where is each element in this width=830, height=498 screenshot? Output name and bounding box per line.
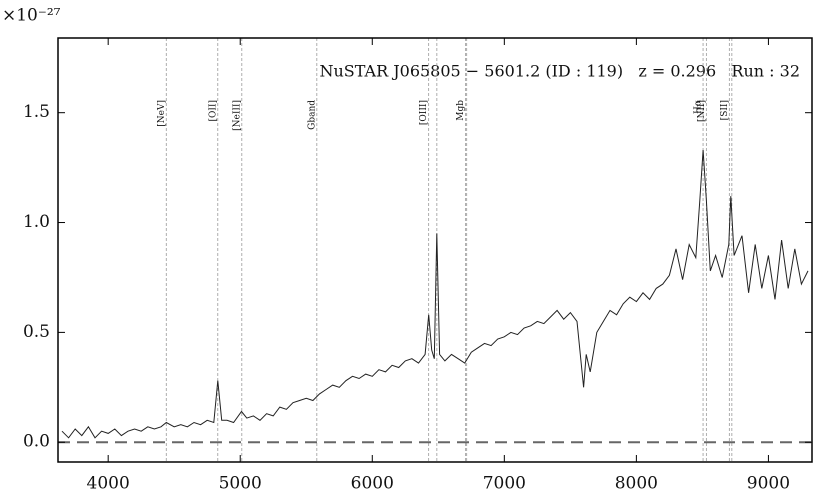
y-tick-label: 1.0 xyxy=(23,212,50,232)
emission-label: [NeV] xyxy=(157,100,167,127)
emission-label: [SII] xyxy=(720,100,730,120)
chart-title: NuSTAR J065805 − 5601.2 (ID : 119) z = 0… xyxy=(319,62,800,81)
emission-label: [NeIII] xyxy=(232,100,242,131)
x-tick-label: 5000 xyxy=(219,474,262,494)
x-tick-label: 4000 xyxy=(87,474,130,494)
y-tick-label: 0.0 xyxy=(23,432,50,452)
emission-label: Hα xyxy=(694,100,704,114)
emission-label: [OIII] xyxy=(419,100,429,125)
x-tick-label: 7000 xyxy=(483,474,526,494)
emission-label: Mgb xyxy=(456,100,466,121)
plot-frame xyxy=(57,37,813,463)
emission-label: [OII] xyxy=(208,100,218,122)
spectrum-line xyxy=(61,149,809,439)
y-multiplier: ×10⁻²⁷ xyxy=(2,6,61,26)
x-tick-label: 8000 xyxy=(615,474,658,494)
y-tick-label: 0.5 xyxy=(23,322,50,342)
x-tick-label: 6000 xyxy=(351,474,394,494)
emission-label: [NII] xyxy=(697,100,707,122)
emission-label: Gband xyxy=(307,100,317,130)
y-tick-label: 1.5 xyxy=(23,102,50,122)
x-tick-label: 9000 xyxy=(747,474,790,494)
